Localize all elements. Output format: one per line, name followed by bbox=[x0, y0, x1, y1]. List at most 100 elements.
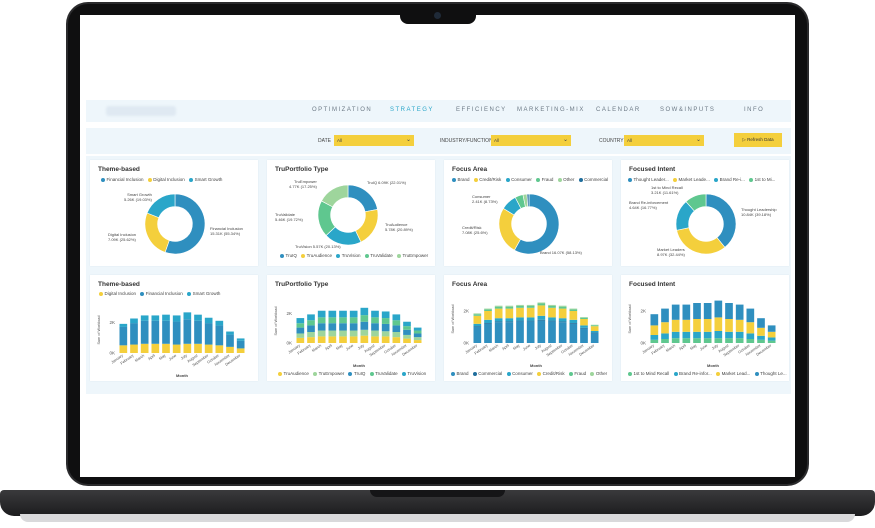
bar-segment[interactable] bbox=[328, 330, 337, 337]
date-filter-select[interactable]: All ⌄ bbox=[334, 135, 414, 146]
bar-segment[interactable] bbox=[590, 332, 599, 334]
bar-segment[interactable] bbox=[725, 303, 733, 319]
bar-segment[interactable] bbox=[194, 314, 202, 321]
industry-filter-select[interactable]: All ⌄ bbox=[491, 135, 571, 146]
bar-segment[interactable] bbox=[226, 334, 234, 347]
bar-segment[interactable] bbox=[296, 333, 305, 338]
refresh-data-button[interactable]: ▷ Refresh Data bbox=[734, 133, 782, 147]
donut-slice[interactable] bbox=[347, 184, 378, 213]
bar-segment[interactable] bbox=[194, 343, 202, 353]
bar-segment[interactable] bbox=[682, 319, 691, 332]
bar-segment[interactable] bbox=[725, 331, 733, 339]
bar-segment[interactable] bbox=[140, 320, 149, 344]
bar-segment[interactable] bbox=[140, 315, 149, 321]
nav-info[interactable]: INFO bbox=[744, 107, 765, 113]
bar-segment[interactable] bbox=[349, 323, 358, 331]
theme-donut-card[interactable]: Theme-based Financial Inclusion Digital … bbox=[90, 160, 258, 266]
bar-segment[interactable] bbox=[236, 348, 245, 353]
bar-segment[interactable] bbox=[172, 315, 181, 322]
truportfolio-donut-chart[interactable] bbox=[317, 184, 379, 246]
bar-segment[interactable] bbox=[516, 320, 524, 322]
bar-segment[interactable] bbox=[296, 327, 305, 334]
bar-segment[interactable] bbox=[381, 311, 390, 319]
intent-donut-card[interactable]: Focused Intent Thought Leader... Market … bbox=[621, 160, 789, 266]
bar-segment[interactable] bbox=[215, 325, 224, 346]
bar-segment[interactable] bbox=[671, 319, 680, 332]
intent-donut-chart[interactable] bbox=[675, 193, 737, 255]
bar-segment[interactable] bbox=[307, 337, 315, 343]
bar-segment[interactable] bbox=[703, 338, 712, 343]
bar-segment[interactable] bbox=[569, 319, 578, 323]
bar-segment[interactable] bbox=[516, 317, 524, 321]
bar-segment[interactable] bbox=[371, 317, 379, 324]
bar-segment[interactable] bbox=[307, 332, 315, 338]
donut-slice[interactable] bbox=[144, 212, 170, 253]
bar-segment[interactable] bbox=[172, 321, 181, 345]
bar-segment[interactable] bbox=[505, 308, 514, 319]
bar-segment[interactable] bbox=[725, 338, 733, 343]
bar-segment[interactable] bbox=[339, 323, 347, 331]
bar-segment[interactable] bbox=[349, 317, 358, 324]
bar-segment[interactable] bbox=[381, 318, 390, 324]
bar-segment[interactable] bbox=[494, 318, 503, 322]
bar-segment[interactable] bbox=[130, 344, 138, 353]
bar-segment[interactable] bbox=[569, 323, 578, 343]
bar-segment[interactable] bbox=[349, 330, 358, 337]
bar-segment[interactable] bbox=[392, 332, 401, 338]
bar-segment[interactable] bbox=[296, 337, 305, 343]
bar-segment[interactable] bbox=[473, 313, 482, 315]
bar-segment[interactable] bbox=[590, 333, 599, 343]
bar-segment[interactable] bbox=[650, 325, 659, 335]
bar-segment[interactable] bbox=[580, 327, 588, 329]
bar-segment[interactable] bbox=[328, 336, 337, 343]
bar-segment[interactable] bbox=[746, 333, 755, 339]
bar-segment[interactable] bbox=[714, 317, 723, 331]
country-filter-select[interactable]: All ⌄ bbox=[624, 135, 704, 146]
bar-segment[interactable] bbox=[767, 331, 776, 338]
bar-segment[interactable] bbox=[307, 320, 315, 326]
bar-segment[interactable] bbox=[558, 306, 567, 309]
bar-segment[interactable] bbox=[392, 314, 401, 321]
bar-segment[interactable] bbox=[548, 304, 556, 306]
bar-segment[interactable] bbox=[494, 308, 503, 319]
bar-segment[interactable] bbox=[484, 309, 492, 311]
bar-segment[interactable] bbox=[360, 329, 369, 336]
bar-segment[interactable] bbox=[381, 323, 390, 332]
truportfolio-bar-card[interactable]: TruPortfolio Type 2K 0K Sum of Workload Jan… bbox=[267, 275, 435, 381]
donut-slice[interactable] bbox=[685, 193, 707, 212]
bar-segment[interactable] bbox=[226, 331, 234, 335]
bar-segment[interactable] bbox=[537, 303, 546, 306]
focus-donut-chart[interactable] bbox=[498, 193, 560, 255]
bar-segment[interactable] bbox=[236, 340, 245, 349]
bar-segment[interactable] bbox=[119, 323, 128, 327]
bar-segment[interactable] bbox=[381, 331, 390, 337]
bar-segment[interactable] bbox=[473, 315, 482, 324]
bar-segment[interactable] bbox=[317, 336, 326, 343]
donut-slice[interactable] bbox=[526, 193, 530, 207]
bar-segment[interactable] bbox=[403, 321, 411, 327]
bar-segment[interactable] bbox=[569, 308, 578, 310]
bar-segment[interactable] bbox=[392, 320, 401, 326]
bar-segment[interactable] bbox=[484, 323, 492, 343]
bar-segment[interactable] bbox=[526, 305, 535, 308]
bar-segment[interactable] bbox=[682, 338, 691, 343]
bar-segment[interactable] bbox=[505, 322, 514, 343]
bar-segment[interactable] bbox=[317, 330, 326, 337]
bar-segment[interactable] bbox=[558, 318, 567, 322]
bar-segment[interactable] bbox=[693, 319, 701, 332]
bar-segment[interactable] bbox=[590, 326, 599, 331]
bar-segment[interactable] bbox=[569, 309, 578, 311]
donut-slice[interactable] bbox=[513, 193, 560, 255]
nav-optimization[interactable]: OPTIMIZATION bbox=[312, 107, 373, 113]
bar-segment[interactable] bbox=[516, 307, 524, 318]
bar-segment[interactable] bbox=[548, 305, 556, 308]
bar-segment[interactable] bbox=[130, 323, 138, 345]
bar-segment[interactable] bbox=[151, 315, 160, 321]
bar-segment[interactable] bbox=[558, 321, 567, 323]
bar-segment[interactable] bbox=[757, 339, 765, 343]
bar-segment[interactable] bbox=[725, 319, 733, 332]
bar-segment[interactable] bbox=[757, 318, 765, 328]
